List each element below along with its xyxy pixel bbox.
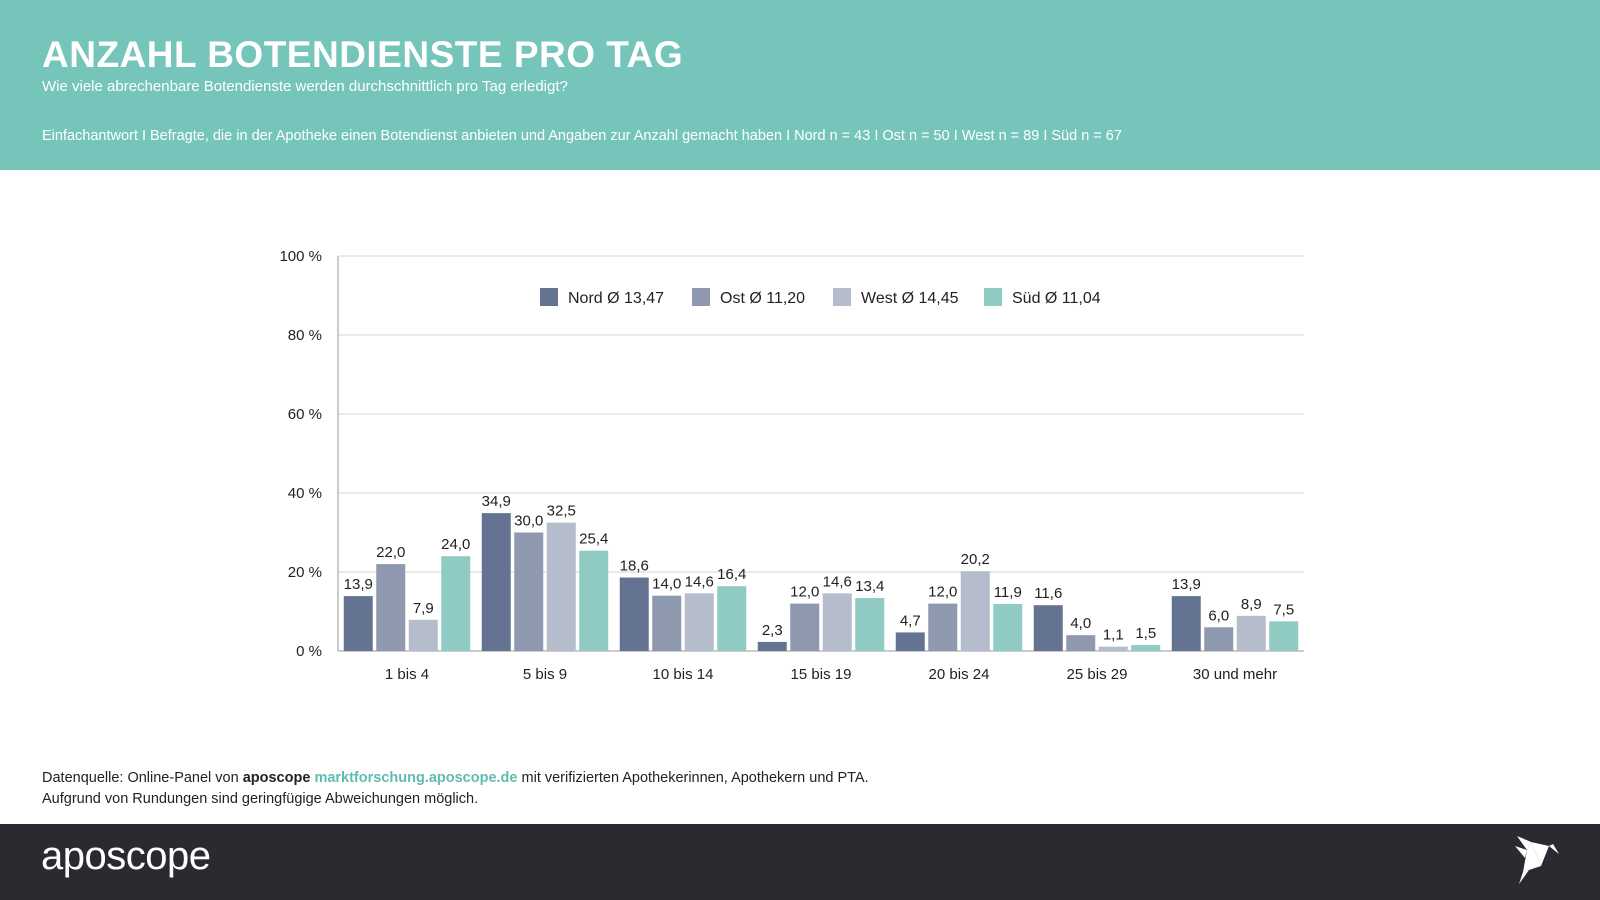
bar	[652, 595, 682, 651]
x-tick-label: 10 bis 14	[653, 666, 714, 683]
bar	[757, 641, 787, 651]
rounding-note: Aufgrund von Rundungen sind geringfügige…	[42, 791, 479, 807]
data-label: 25,4	[579, 531, 608, 548]
legend-label: Süd Ø 11,04	[1012, 290, 1101, 307]
bar	[993, 603, 1023, 651]
legend-label: West Ø 14,45	[861, 290, 959, 307]
y-tick-label: 100 %	[279, 248, 322, 265]
x-tick-label: 5 bis 9	[523, 666, 567, 683]
bar	[1269, 621, 1299, 651]
bar	[481, 513, 511, 651]
y-tick-label: 60 %	[288, 406, 322, 423]
data-label: 2,3	[762, 622, 783, 639]
data-label: 13,9	[1172, 576, 1201, 593]
legend-swatch	[984, 288, 1002, 306]
data-label: 16,4	[717, 566, 746, 583]
legend-label: Ost Ø 11,20	[720, 290, 805, 307]
data-label: 4,0	[1070, 615, 1091, 632]
x-tick-label: 25 bis 29	[1067, 666, 1128, 683]
sample-note: Einfachantwort I Befragte, die in der Ap…	[42, 128, 1122, 144]
data-label: 7,9	[413, 600, 434, 617]
data-label: 1,5	[1135, 625, 1156, 642]
bar	[684, 593, 714, 651]
data-label: 6,0	[1208, 607, 1229, 624]
footer: aposcope	[0, 824, 1600, 900]
question-text: Wie viele abrechenbare Botendienste werd…	[42, 78, 568, 95]
bar	[343, 596, 373, 651]
bar	[895, 632, 925, 651]
bar	[376, 564, 406, 651]
x-tick-label: 15 bis 19	[791, 666, 852, 683]
data-label: 12,0	[790, 584, 819, 601]
data-label: 8,9	[1241, 596, 1262, 613]
data-label: 14,0	[652, 576, 681, 593]
data-label: 1,1	[1103, 627, 1124, 644]
bar	[408, 619, 438, 651]
bar	[619, 577, 649, 651]
source-suffix: mit verifizierten Apothekerinnen, Apothe…	[517, 770, 869, 786]
legend-label: Nord Ø 13,47	[568, 290, 664, 307]
bar	[1098, 646, 1128, 651]
x-tick-label: 20 bis 24	[929, 666, 990, 683]
legend-swatch	[692, 288, 710, 306]
y-tick-label: 40 %	[288, 485, 322, 502]
bar	[1131, 645, 1161, 651]
data-label: 34,9	[482, 493, 511, 510]
bar	[855, 598, 885, 651]
bar	[822, 593, 852, 651]
bar	[790, 603, 820, 651]
data-label: 7,5	[1273, 601, 1294, 618]
bar	[1033, 605, 1063, 651]
source-note: Datenquelle: Online-Panel von aposcope m…	[42, 768, 869, 810]
bar	[579, 550, 609, 651]
source-brand: aposcope	[242, 770, 311, 786]
y-tick-label: 80 %	[288, 327, 322, 344]
data-label: 13,4	[855, 578, 884, 595]
bar	[514, 532, 544, 651]
data-label: 12,0	[928, 584, 957, 601]
data-label: 18,6	[620, 558, 649, 575]
legend-swatch	[833, 288, 851, 306]
bar	[1236, 615, 1266, 651]
bar	[1171, 596, 1201, 651]
data-label: 14,6	[685, 573, 714, 590]
data-label: 30,0	[514, 513, 543, 530]
x-tick-label: 1 bis 4	[385, 666, 429, 683]
data-label: 24,0	[441, 536, 470, 553]
y-tick-label: 20 %	[288, 564, 322, 581]
data-label: 22,0	[376, 544, 405, 561]
bar	[960, 571, 990, 651]
x-tick-label: 30 und mehr	[1193, 666, 1277, 683]
bar	[546, 522, 576, 651]
data-label: 20,2	[961, 551, 990, 568]
origami-bird-icon	[1515, 836, 1559, 884]
source-link[interactable]: marktforschung.aposcope.de	[314, 770, 518, 786]
bar-chart: 0 %20 %40 %60 %80 %100 %1 bis 413,922,07…	[279, 248, 1304, 683]
data-label: 11,9	[994, 584, 1022, 601]
bar	[441, 556, 471, 651]
bar	[1204, 627, 1234, 651]
data-label: 32,5	[547, 503, 576, 520]
source-prefix: Datenquelle: Online-Panel von	[42, 770, 243, 786]
data-label: 11,6	[1034, 585, 1062, 602]
page-title: ANZAHL BOTENDIENSTE PRO TAG	[42, 34, 684, 75]
bar	[1066, 635, 1096, 651]
legend-swatch	[540, 288, 558, 306]
data-label: 4,7	[900, 612, 921, 629]
data-label: 13,9	[344, 576, 373, 593]
data-label: 14,6	[823, 573, 852, 590]
header: ANZAHL BOTENDIENSTE PRO TAG Wie viele ab…	[0, 0, 1600, 170]
bar	[928, 603, 958, 651]
bar	[717, 586, 747, 651]
y-tick-label: 0 %	[296, 643, 322, 660]
aposcope-logo: aposcope	[41, 834, 211, 878]
